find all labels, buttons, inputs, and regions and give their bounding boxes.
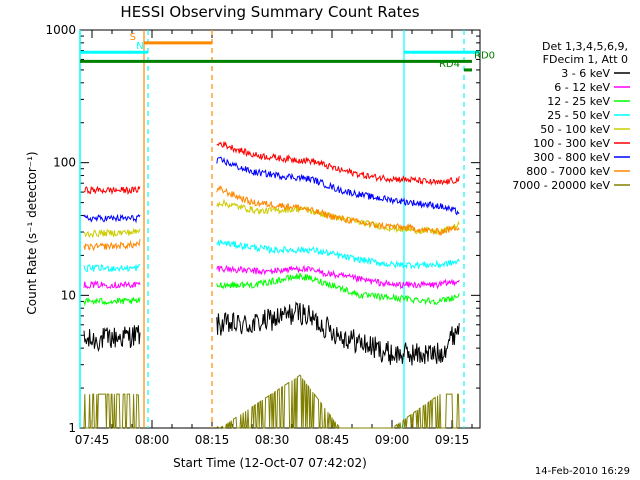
series-line [83, 141, 460, 196]
chart-title: HESSI Observing Summary Count Rates [120, 3, 419, 21]
series-line [83, 301, 460, 366]
y-tick-label: 10 [61, 288, 76, 302]
y-tick-label: 100 [53, 156, 76, 170]
legend-label: 6 - 12 keV [554, 81, 610, 94]
x-tick-label: 08:15 [195, 433, 230, 447]
legend-label: 100 - 300 keV [533, 137, 610, 150]
legend-label: 7000 - 20000 keV [512, 179, 610, 192]
legend-label: 50 - 100 keV [540, 123, 610, 136]
series-line [83, 264, 460, 290]
flag-label: RD4 [439, 59, 460, 70]
flag-label: N [136, 41, 143, 52]
flag-bars: SN RD0 RD4 [80, 32, 495, 72]
legend: Det 1,3,4,5,6,9,FDecim 1, Att 03 - 6 keV… [512, 40, 630, 192]
series-line [83, 185, 460, 252]
y-tick-label: 1 [68, 421, 76, 435]
series-line [83, 239, 460, 273]
series-group [83, 141, 460, 429]
series-line [83, 156, 460, 224]
legend-label: 3 - 6 keV [561, 67, 610, 80]
series-line [83, 374, 460, 429]
legend-label: 800 - 7000 keV [526, 165, 610, 178]
legend-label: 12 - 25 keV [547, 95, 610, 108]
y-axis-label: Count Rate (s⁻¹ detector⁻¹) [25, 151, 39, 314]
x-tick-label: 08:30 [255, 433, 290, 447]
x-axis-label: Start Time (12-Oct-07 07:42:02) [173, 456, 367, 470]
legend-label: 300 - 800 keV [533, 151, 610, 164]
y-tick-label: 1000 [45, 23, 76, 37]
x-tick-label: 08:45 [315, 433, 350, 447]
x-tick-label: 09:00 [375, 433, 410, 447]
series-line [83, 272, 460, 307]
x-tick-label: 07:45 [75, 433, 110, 447]
x-tick-label: 08:00 [135, 433, 170, 447]
vertical-markers [79, 30, 465, 428]
flag-label: RD0 [474, 50, 495, 61]
legend-label: 25 - 50 keV [547, 109, 610, 122]
flag-label: S [130, 32, 136, 43]
timestamp: 14-Feb-2010 16:29 [535, 466, 630, 477]
legend-header: FDecim 1, Att 0 [543, 53, 628, 66]
x-tick-label: 09:15 [435, 433, 470, 447]
legend-header: Det 1,3,4,5,6,9, [542, 40, 628, 53]
